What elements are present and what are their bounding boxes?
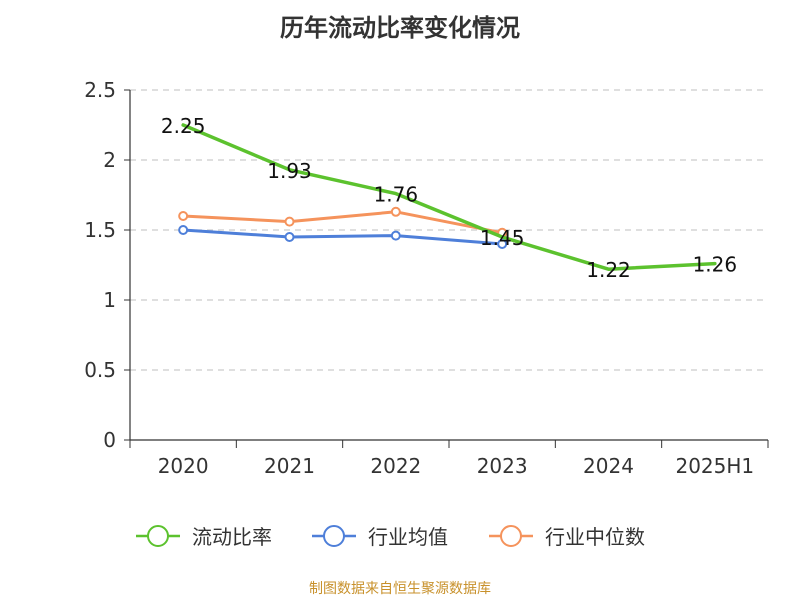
x-tick-label: 2024 [583,454,634,478]
data-point [284,232,295,242]
series-line-2 [181,210,504,235]
data-point [178,211,189,221]
data-point [284,216,295,227]
legend-marker-icon [147,525,169,547]
y-tick-label: 1.5 [84,218,116,242]
legend-label: 流动比率 [192,525,272,549]
y-tick-label: 2.5 [84,78,116,102]
y-tick-label: 1 [103,288,116,312]
y-tick-label: 2 [103,148,116,172]
data-label: 2.25 [161,114,206,138]
legend-item: 行业中位数 [489,525,645,549]
axes: 0 0.5 1 1.5 2 2.5 2020 2021 2022 2023 2024 2025H1 [84,78,769,478]
data-label: 1.22 [586,258,631,282]
chart-title: 历年流动比率变化情况 [280,14,520,42]
source-note: 制图数据来自恒生聚源数据库 [309,581,491,597]
data-label: 1.93 [267,159,312,183]
x-tick-label: 2021 [264,454,315,478]
legend-label: 行业均值 [368,525,448,549]
data-label: 1.45 [480,226,525,250]
y-tick-label: 0 [103,428,116,452]
legend-item: 流动比率 [136,525,272,549]
grid-lines [130,89,768,371]
x-tick-label: 2023 [477,454,528,478]
data-point [178,225,189,235]
series-line-0 [181,123,717,271]
legend-item: 行业均值 [312,525,448,549]
data-point [497,239,508,249]
x-tick-label: 2022 [370,454,421,478]
legend-label: 行业中位数 [545,525,645,549]
legend: 流动比率 行业均值 行业中位数 [136,525,645,549]
data-labels: 2.25 1.93 1.76 1.45 1.22 1.26 [161,114,737,282]
series-line-1 [181,228,504,246]
data-point [390,206,401,217]
data-point [390,230,401,241]
x-tick-label: 2025H1 [675,454,754,478]
y-tick-label: 0.5 [84,358,116,382]
data-label: 1.26 [693,253,738,277]
legend-marker-icon [323,525,345,547]
legend-marker-icon [500,525,522,547]
data-label: 1.76 [374,183,419,207]
series-lines [178,123,717,271]
x-tick-label: 2020 [158,454,209,478]
